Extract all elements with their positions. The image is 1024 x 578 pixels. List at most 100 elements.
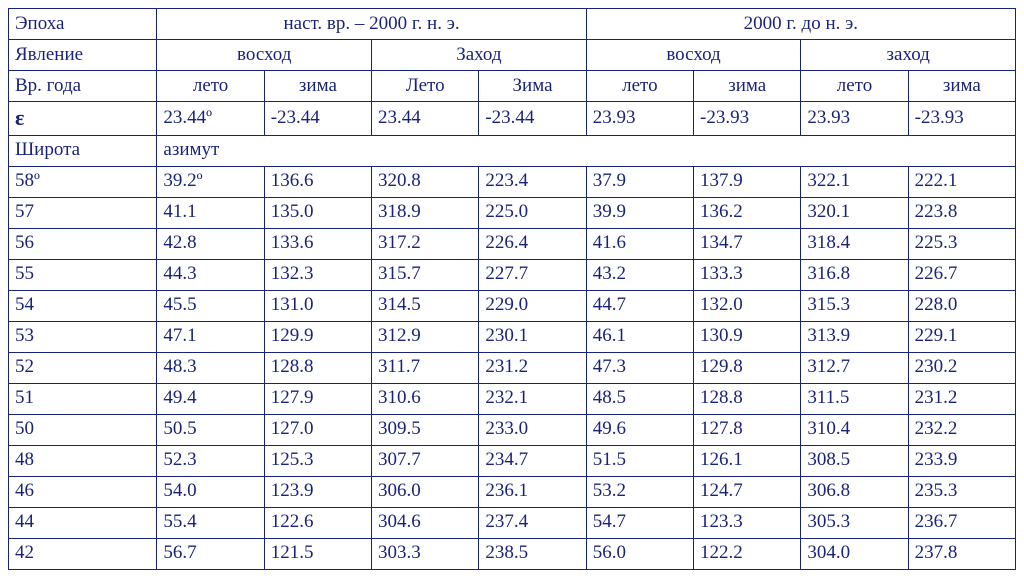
data-cell: 229.1: [908, 321, 1015, 352]
season-2: Лето: [372, 71, 479, 102]
azimuth-table: Эпоха наст. вр. – 2000 г. н. э. 2000 г. …: [8, 8, 1016, 570]
season-5: зима: [694, 71, 801, 102]
data-cell: 226.7: [908, 259, 1015, 290]
latitude-cell: 52: [9, 352, 157, 383]
data-cell: 223.4: [479, 166, 586, 197]
data-cell: 225.3: [908, 228, 1015, 259]
table-row: 5248.3128.8311.7231.247.3129.8312.7230.2: [9, 352, 1016, 383]
data-cell: 227.7: [479, 259, 586, 290]
data-cell: 230.1: [479, 321, 586, 352]
data-cell: 132.3: [264, 259, 371, 290]
data-cell: 133.6: [264, 228, 371, 259]
table-row: 5642.8133.6317.2226.441.6134.7318.4225.3: [9, 228, 1016, 259]
eps-3: -23.44: [479, 102, 586, 136]
data-cell: 45.5: [157, 290, 264, 321]
data-cell: 130.9: [694, 321, 801, 352]
data-cell: 233.0: [479, 414, 586, 445]
data-cell: 238.5: [479, 538, 586, 569]
table-row: 4455.4122.6304.6237.454.7123.3305.3236.7: [9, 507, 1016, 538]
data-cell: 236.7: [908, 507, 1015, 538]
data-cell: 228.0: [908, 290, 1015, 321]
data-cell: 308.5: [801, 445, 908, 476]
data-cell: 306.8: [801, 476, 908, 507]
data-cell: 309.5: [372, 414, 479, 445]
data-cell: 314.5: [372, 290, 479, 321]
data-cell: 137.9: [694, 166, 801, 197]
epoch-a: наст. вр. – 2000 г. н. э.: [157, 9, 586, 40]
data-cell: 311.7: [372, 352, 479, 383]
data-cell: 46.1: [586, 321, 693, 352]
table-row: 4852.3125.3307.7234.751.5126.1308.5233.9: [9, 445, 1016, 476]
data-cell: 125.3: [264, 445, 371, 476]
data-cell: 306.0: [372, 476, 479, 507]
table-row: 5050.5127.0309.5233.049.6127.8310.4232.2: [9, 414, 1016, 445]
label-azimuth: азимут: [157, 135, 1016, 166]
data-cell: 43.2: [586, 259, 693, 290]
data-cell: 313.9: [801, 321, 908, 352]
data-cell: 133.3: [694, 259, 801, 290]
data-cell: 47.1: [157, 321, 264, 352]
data-cell: 128.8: [694, 383, 801, 414]
data-cell: 41.1: [157, 197, 264, 228]
data-cell: 123.3: [694, 507, 801, 538]
data-cell: 129.9: [264, 321, 371, 352]
eps-4: 23.93: [586, 102, 693, 136]
data-cell: 229.0: [479, 290, 586, 321]
data-cell: 312.7: [801, 352, 908, 383]
data-cell: 135.0: [264, 197, 371, 228]
data-cell: 123.9: [264, 476, 371, 507]
data-cell: 311.5: [801, 383, 908, 414]
latitude-cell: 51: [9, 383, 157, 414]
data-cell: 136.6: [264, 166, 371, 197]
eps-2: 23.44: [372, 102, 479, 136]
data-cell: 312.9: [372, 321, 479, 352]
data-cell: 122.2: [694, 538, 801, 569]
data-cell: 232.1: [479, 383, 586, 414]
data-cell: 127.9: [264, 383, 371, 414]
latitude-cell: 44: [9, 507, 157, 538]
data-cell: 236.1: [479, 476, 586, 507]
data-cell: 131.0: [264, 290, 371, 321]
latitude-cell: 54: [9, 290, 157, 321]
table-row: 5347.1129.9312.9230.146.1130.9313.9229.1: [9, 321, 1016, 352]
data-cell: 41.6: [586, 228, 693, 259]
data-cell: 310.6: [372, 383, 479, 414]
latitude-cell: 55: [9, 259, 157, 290]
data-cell: 50.5: [157, 414, 264, 445]
latitude-cell: 42: [9, 538, 157, 569]
data-cell: 320.8: [372, 166, 479, 197]
data-cell: 53.2: [586, 476, 693, 507]
eps-5: -23.93: [694, 102, 801, 136]
table-row: 5741.1135.0318.9225.039.9136.2320.1223.8: [9, 197, 1016, 228]
label-epoch: Эпоха: [9, 9, 157, 40]
eps-6: 23.93: [801, 102, 908, 136]
data-cell: 132.0: [694, 290, 801, 321]
rise-b: восход: [586, 40, 801, 71]
season-6: лето: [801, 71, 908, 102]
table-row: 58º39.2º136.6320.8223.437.9137.9322.1222…: [9, 166, 1016, 197]
row-epsilon: ε 23.44º -23.44 23.44 -23.44 23.93 -23.9…: [9, 102, 1016, 136]
table-row: 5445.5131.0314.5229.044.7132.0315.3228.0: [9, 290, 1016, 321]
latitude-cell: 56: [9, 228, 157, 259]
latitude-cell: 57: [9, 197, 157, 228]
data-cell: 237.8: [908, 538, 1015, 569]
table-row: 4256.7121.5303.3238.556.0122.2304.0237.8: [9, 538, 1016, 569]
data-cell: 318.9: [372, 197, 479, 228]
data-cell: 230.2: [908, 352, 1015, 383]
data-cell: 121.5: [264, 538, 371, 569]
data-cell: 225.0: [479, 197, 586, 228]
data-cell: 318.4: [801, 228, 908, 259]
data-cell: 304.6: [372, 507, 479, 538]
data-cell: 54.0: [157, 476, 264, 507]
label-season: Вр. года: [9, 71, 157, 102]
data-cell: 222.1: [908, 166, 1015, 197]
data-cell: 48.5: [586, 383, 693, 414]
data-cell: 320.1: [801, 197, 908, 228]
data-cell: 49.4: [157, 383, 264, 414]
table-row: 5149.4127.9310.6232.148.5128.8311.5231.2: [9, 383, 1016, 414]
set-b: заход: [801, 40, 1016, 71]
latitude-cell: 46: [9, 476, 157, 507]
data-cell: 44.3: [157, 259, 264, 290]
latitude-cell: 48: [9, 445, 157, 476]
season-0: лето: [157, 71, 264, 102]
